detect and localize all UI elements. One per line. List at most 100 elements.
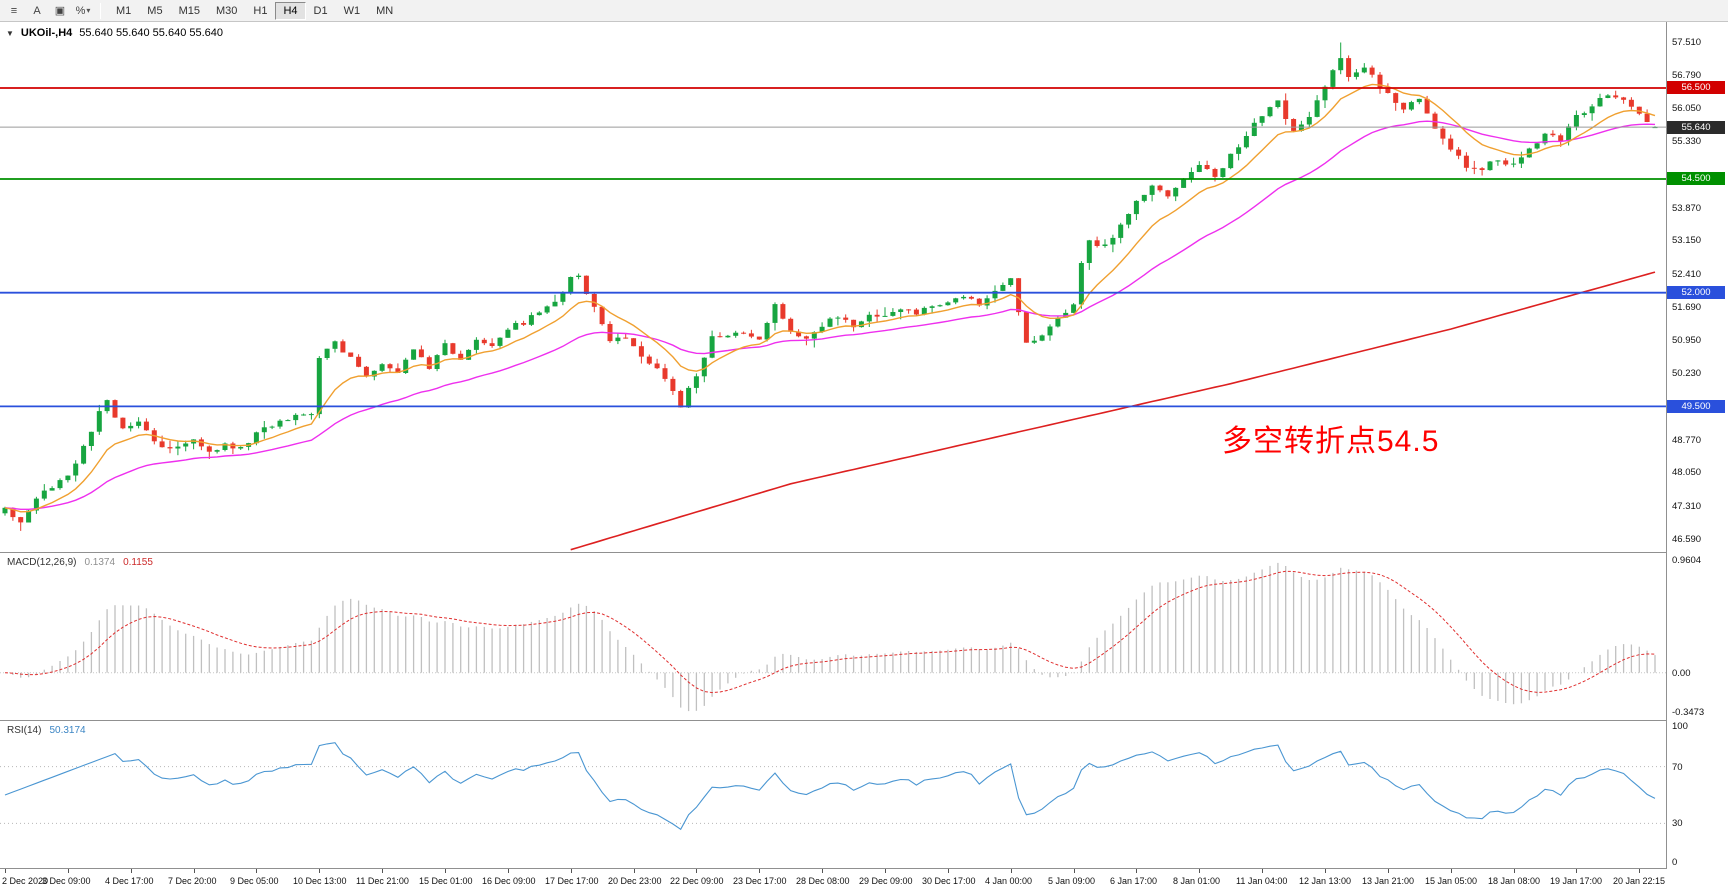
- candle-body: [33, 498, 39, 511]
- candle-body: [175, 446, 181, 449]
- time-axis[interactable]: 2 Dec 2020 3 Dec 09:00 4 Dec 17:00 7 Dec 20…: [0, 869, 1666, 895]
- menu-icon[interactable]: ≡: [10, 4, 18, 17]
- time-axis-tick: [759, 869, 760, 873]
- candle-body: [693, 376, 699, 388]
- candle-body: [1173, 187, 1179, 197]
- time-axis-tick: [1262, 869, 1263, 873]
- time-axis-label: 19 Jan 17:00: [1550, 876, 1603, 886]
- price-chart-canvas[interactable]: [0, 22, 1666, 553]
- candle-body: [1110, 237, 1116, 245]
- candle-body: [1605, 95, 1611, 98]
- timeframe-h4-button[interactable]: H4: [275, 1, 306, 20]
- timeframe-m1-button[interactable]: M1: [116, 4, 132, 17]
- main-chart-panel[interactable]: ▼ UKOil-,H4 55.640 55.640 55.640 55.640 …: [0, 22, 1666, 553]
- candle-body: [96, 411, 102, 432]
- candle-body: [788, 318, 794, 332]
- timeframe-mn-button[interactable]: MN: [376, 4, 394, 17]
- cursor-a-icon[interactable]: A: [33, 4, 41, 17]
- candle-body: [1597, 98, 1603, 107]
- candle-body: [120, 417, 126, 429]
- candle-body: [1220, 168, 1226, 177]
- time-axis-tick: [948, 869, 949, 873]
- timeframe-h1-button[interactable]: H1: [253, 4, 268, 17]
- candle-body: [536, 312, 542, 316]
- macd-panel[interactable]: MACD(12,26,9) 0.1374 0.1155: [0, 553, 1666, 721]
- rsi-axis-label: 0: [1672, 857, 1678, 868]
- candle-body: [1031, 340, 1037, 343]
- rsi-label: RSI(14) 50.3174: [7, 725, 86, 736]
- timeframe-w1-button[interactable]: W1: [343, 4, 361, 17]
- candle-body: [1393, 93, 1399, 103]
- time-axis-tick: [634, 869, 635, 873]
- time-axis-label: 23 Dec 17:00: [733, 876, 787, 886]
- time-axis-tick: [1325, 869, 1326, 873]
- price-badge-support-mid: 52.000: [1667, 286, 1725, 300]
- candle-body: [1275, 100, 1281, 107]
- candle-body: [1055, 317, 1061, 327]
- candle-body: [929, 306, 935, 308]
- toolbar-separator: [100, 2, 101, 19]
- macd-label: MACD(12,26,9) 0.1374 0.1155: [7, 557, 153, 568]
- candle-body: [1165, 190, 1171, 197]
- candle-body: [1212, 169, 1218, 177]
- candle-body: [1039, 335, 1045, 341]
- macd-signal-value: 0.1155: [123, 557, 153, 568]
- candle-body: [827, 318, 833, 327]
- candle-body: [1298, 124, 1304, 131]
- candle-body: [1259, 116, 1265, 123]
- price-axis[interactable]: 57.510 56.790 56.050 55.330 53.870 53.150 52.4…: [1666, 22, 1728, 869]
- candle-body: [599, 306, 605, 325]
- candle-body: [583, 275, 589, 294]
- candle-body: [1338, 58, 1344, 71]
- candle-body: [340, 341, 346, 353]
- candle-body: [308, 414, 314, 416]
- candle-body: [961, 296, 967, 299]
- price-axis-label: 57.510: [1672, 37, 1702, 49]
- candle-body: [1236, 147, 1242, 154]
- candle-body: [780, 304, 786, 319]
- candle-body: [1353, 72, 1359, 77]
- timeframe-d1-button[interactable]: D1: [313, 4, 328, 17]
- candle-body: [1188, 172, 1194, 179]
- rsi-panel[interactable]: RSI(14) 50.3174: [0, 721, 1666, 869]
- time-axis-tick: [256, 869, 257, 873]
- candle-body: [1016, 278, 1022, 313]
- candle-body: [1306, 117, 1312, 125]
- percent-tool-icon[interactable]: % ▾: [75, 4, 91, 17]
- time-axis-tick: [885, 869, 886, 873]
- timeframe-switcher: M1 M5 M15 M30 H1 H4 D1 W1 MN: [108, 1, 401, 20]
- rsi-canvas[interactable]: [0, 721, 1666, 869]
- candle-body: [167, 447, 173, 449]
- candle-body: [1613, 95, 1619, 98]
- candle-body: [418, 349, 424, 358]
- candle-body: [796, 331, 802, 337]
- candle-body: [1581, 113, 1587, 115]
- candle-body: [1047, 326, 1053, 336]
- chart-window-icon[interactable]: ▣: [54, 5, 66, 17]
- macd-canvas[interactable]: [0, 553, 1666, 721]
- price-axis-label: 56.050: [1672, 103, 1702, 115]
- candle-body: [18, 517, 24, 523]
- timeframe-m5-button[interactable]: M5: [147, 4, 163, 17]
- candle-body: [1377, 74, 1383, 88]
- candle-body: [348, 352, 354, 357]
- candle-body: [403, 359, 409, 373]
- rsi-value: 50.3174: [49, 725, 86, 736]
- candle-body: [1471, 167, 1477, 169]
- candle-body: [819, 326, 825, 332]
- collapse-chart-icon[interactable]: ▼: [6, 28, 14, 38]
- timeframe-m15-button[interactable]: M15: [178, 4, 200, 17]
- time-axis-tick: [131, 869, 132, 873]
- candle-body: [521, 323, 527, 325]
- candle-body: [835, 317, 841, 319]
- timeframe-m30-button[interactable]: M30: [215, 4, 238, 17]
- candle-body: [363, 366, 369, 377]
- candle-body: [1078, 263, 1084, 305]
- candle-body: [10, 507, 16, 518]
- candle-body: [1448, 138, 1454, 150]
- candle-body: [1094, 240, 1100, 246]
- candle-body: [2, 507, 8, 514]
- candle-body: [1550, 133, 1556, 136]
- candle-body: [473, 339, 479, 350]
- candle-body: [1283, 100, 1289, 119]
